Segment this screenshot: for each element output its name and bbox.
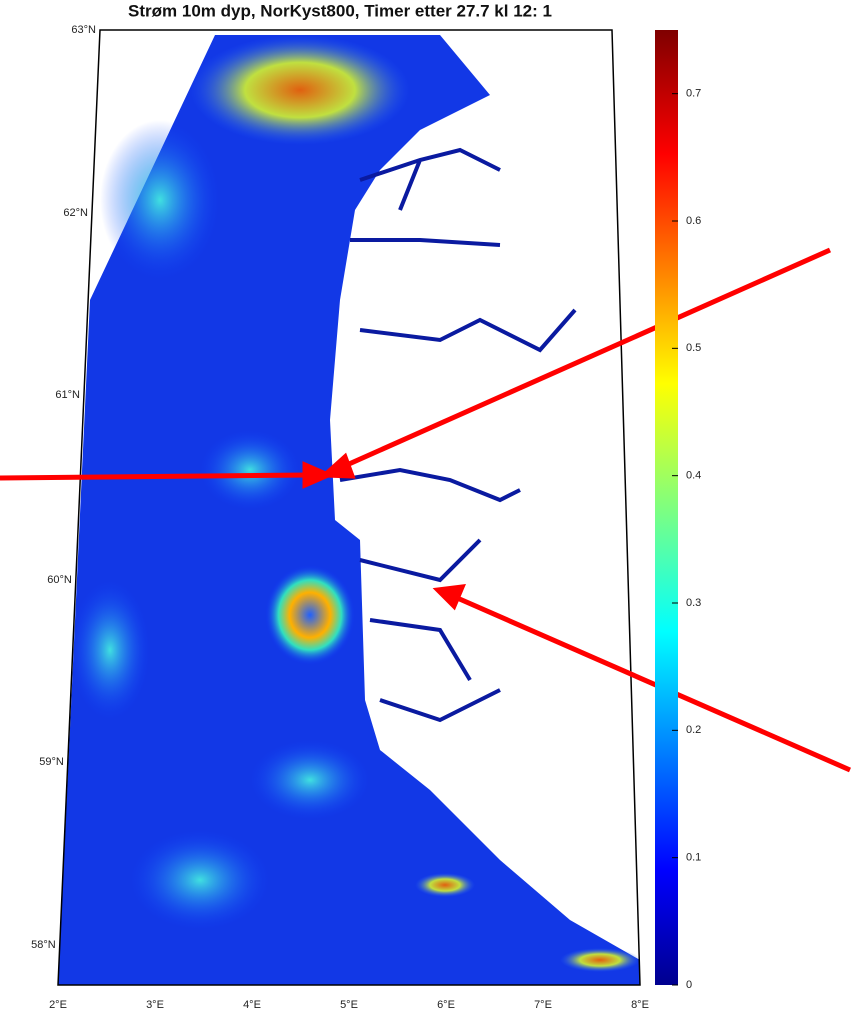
colorbar (655, 30, 678, 985)
lat-label: 62°N (63, 207, 88, 219)
current-feature (70, 580, 150, 720)
lat-label: 59°N (39, 756, 64, 768)
current-feature (415, 873, 475, 897)
lon-label: 7°E (534, 999, 552, 1011)
arrow (0, 475, 310, 478)
arrow (455, 597, 850, 770)
colorbar-tick-label: 0.7 (686, 88, 701, 100)
current-feature (100, 120, 220, 280)
map-title: Strøm 10m dyp, NorKyst800, Timer etter 2… (128, 1, 552, 20)
lon-label: 8°E (631, 999, 649, 1011)
current-feature (200, 430, 300, 510)
current-feature (130, 830, 270, 930)
map-figure: Strøm 10m dyp, NorKyst800, Timer etter 2… (0, 0, 851, 1020)
eddy (265, 565, 355, 665)
colorbar-tick-label: 0.3 (686, 597, 701, 609)
lon-label: 6°E (437, 999, 455, 1011)
lat-label: 58°N (31, 939, 56, 951)
lon-label: 3°E (146, 999, 164, 1011)
lat-label: 61°N (55, 389, 80, 401)
fjord (370, 620, 500, 720)
map-area (58, 30, 640, 985)
colorbar-tick-label: 0.2 (686, 724, 701, 736)
lon-label: 4°E (243, 999, 261, 1011)
fjord (340, 470, 520, 580)
colorbar-tick-label: 0 (686, 979, 692, 991)
colorbar-tick-label: 0.4 (686, 470, 701, 482)
current-feature (190, 35, 410, 145)
fjord (350, 240, 575, 350)
lat-label: 60°N (47, 574, 72, 586)
current-feature (560, 948, 640, 972)
lon-label: 2°E (49, 999, 67, 1011)
current-feature (250, 740, 370, 820)
colorbar-tick-label: 0.5 (686, 342, 701, 354)
arrow (340, 250, 830, 468)
arrow-head (438, 587, 462, 606)
lon-label: 5°E (340, 999, 358, 1011)
lat-label: 63°N (71, 24, 96, 36)
colorbar-tick-label: 0.1 (686, 852, 701, 864)
page: {"title": "Strøm 10m dyp, NorKyst800, Ti… (0, 0, 851, 1020)
colorbar-tick-label: 0.6 (686, 215, 701, 227)
